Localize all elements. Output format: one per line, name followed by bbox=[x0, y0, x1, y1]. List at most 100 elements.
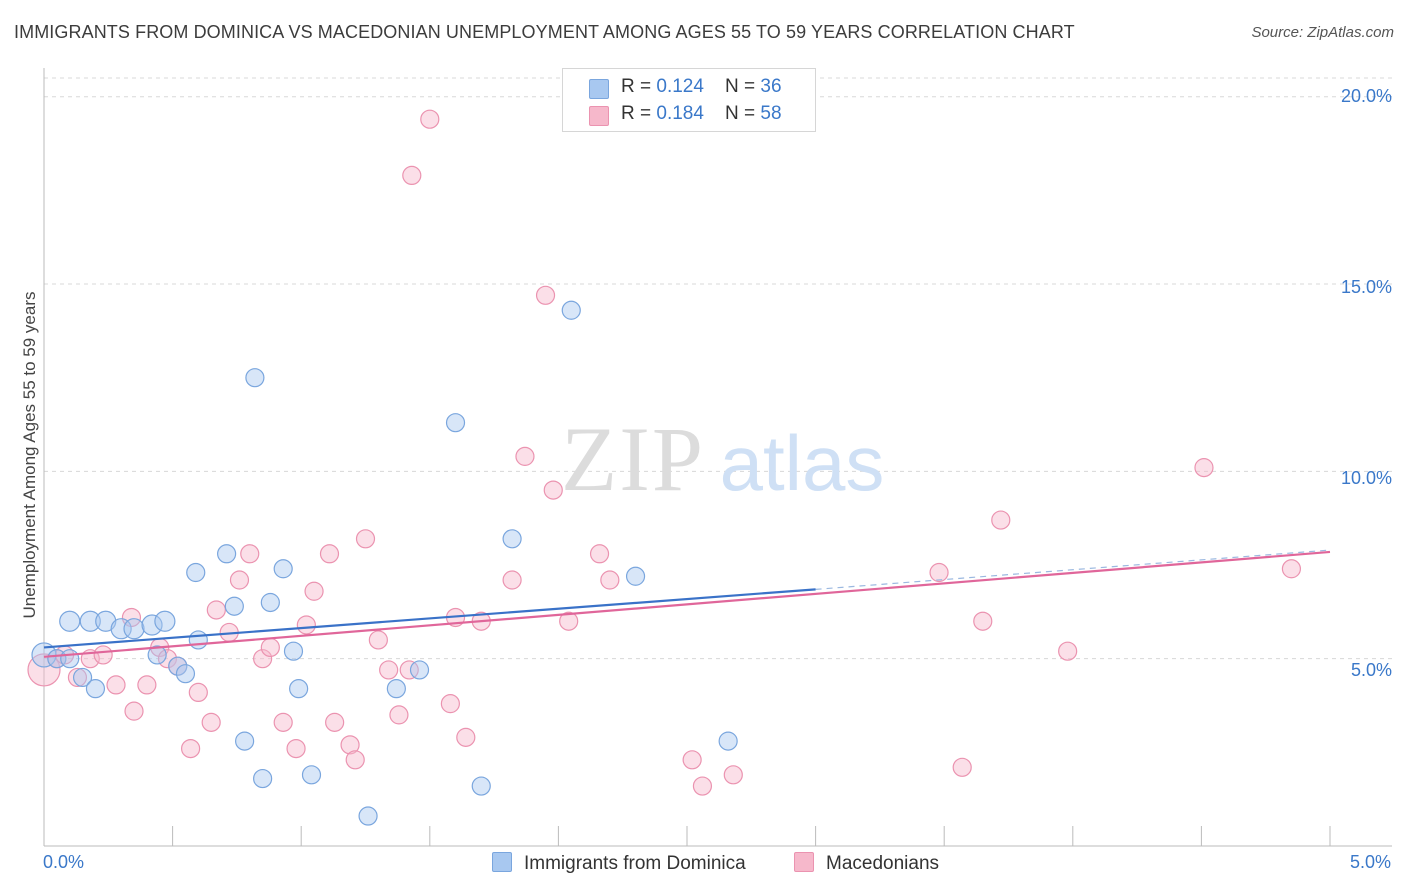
macedonians-point bbox=[93, 645, 113, 665]
dominica-point bbox=[561, 300, 581, 320]
macedonians-point bbox=[340, 735, 360, 755]
dominica-point bbox=[625, 566, 646, 586]
macedonians-point bbox=[304, 581, 324, 601]
dominica-point bbox=[95, 610, 117, 632]
macedonians-point bbox=[1058, 641, 1078, 661]
macedonians-point bbox=[296, 615, 316, 635]
chart-title: IMMIGRANTS FROM DOMINICA VS MACEDONIAN U… bbox=[14, 22, 1075, 42]
bottom-legend-swatch-pink bbox=[794, 852, 814, 872]
bottom-legend-dominica: Immigrants from Dominica bbox=[492, 852, 746, 875]
dominica-point bbox=[79, 610, 101, 632]
macedonians-trend-line bbox=[43, 550, 1331, 658]
axes bbox=[43, 68, 1392, 847]
bottom-legend-swatch-blue bbox=[492, 852, 512, 872]
dominica-points bbox=[31, 300, 738, 826]
macedonians-point bbox=[188, 682, 208, 703]
legend-r-label: R = bbox=[621, 76, 657, 97]
macedonians-point bbox=[723, 765, 743, 785]
macedonians-point bbox=[692, 776, 713, 796]
legend-r-label: R = bbox=[621, 103, 657, 124]
legend-swatch-blue bbox=[589, 79, 609, 99]
x-tick-label-max: 5.0% bbox=[1350, 852, 1392, 872]
dominica-point bbox=[85, 679, 106, 699]
macedonians-point bbox=[253, 649, 273, 669]
dominica-point bbox=[188, 630, 208, 650]
macedonians-point bbox=[157, 649, 178, 669]
legend-n-value: 36 bbox=[760, 76, 782, 97]
y-tick-label: 15.0% bbox=[1340, 277, 1392, 297]
macedonians-point bbox=[124, 701, 144, 721]
dominica-point bbox=[386, 679, 406, 699]
macedonians-point bbox=[502, 570, 522, 590]
legend-n-label: N = bbox=[725, 103, 761, 124]
dominica-point bbox=[175, 664, 196, 684]
dominica-point bbox=[110, 618, 132, 640]
dominica-point bbox=[147, 645, 167, 665]
dominica-point bbox=[301, 765, 322, 785]
macedonians-point bbox=[399, 660, 419, 680]
dominica-point bbox=[154, 610, 176, 632]
macedonians-point bbox=[240, 544, 260, 564]
bottom-legend-macedonians: Macedonians bbox=[794, 852, 939, 875]
macedonians-point bbox=[27, 653, 61, 687]
watermark-atlas: atlas bbox=[720, 419, 885, 507]
dominica-trend-line bbox=[43, 588, 816, 649]
macedonians-point bbox=[206, 600, 226, 620]
macedonians-point bbox=[456, 727, 476, 747]
y-tick-label: 20.0% bbox=[1340, 86, 1392, 106]
y-tick-label: 5.0% bbox=[1350, 660, 1392, 680]
bottom-legend-label: Macedonians bbox=[826, 853, 940, 874]
dominica-point bbox=[273, 559, 293, 579]
macedonians-point bbox=[286, 738, 306, 759]
dominica-point bbox=[718, 731, 738, 751]
macedonians-point bbox=[543, 480, 563, 500]
gridlines bbox=[44, 77, 1392, 660]
dominica-point bbox=[235, 731, 255, 751]
macedonians-point bbox=[260, 637, 280, 658]
dominica-point bbox=[245, 368, 265, 388]
macedonians-point bbox=[137, 675, 157, 695]
legend-n-label: N = bbox=[725, 76, 761, 97]
macedonians-point bbox=[559, 611, 579, 631]
y-axis-label: Unemployment Among Ages 55 to 59 years bbox=[20, 291, 39, 619]
dominica-point bbox=[141, 614, 163, 636]
legend-r-value: 0.184 bbox=[656, 103, 704, 124]
macedonians-point bbox=[515, 446, 535, 466]
dominica-point bbox=[289, 679, 309, 699]
macedonians-point bbox=[600, 570, 620, 590]
macedonians-point bbox=[355, 529, 376, 549]
macedonians-point bbox=[181, 738, 201, 759]
dominica-point bbox=[471, 776, 491, 796]
dominica-point bbox=[283, 641, 304, 661]
macedonians-point bbox=[535, 285, 556, 305]
source-label: Source: ZipAtlas.com bbox=[1251, 24, 1394, 41]
dominica-point bbox=[409, 660, 430, 680]
dominica-point bbox=[260, 592, 280, 613]
y-tick-label: 10.0% bbox=[1340, 468, 1392, 488]
dominica-point bbox=[445, 413, 466, 433]
macedonians-point bbox=[1281, 559, 1302, 579]
macedonians-point bbox=[273, 712, 293, 732]
macedonians-point bbox=[682, 750, 702, 770]
macedonians-point bbox=[952, 757, 972, 777]
macedonians-point bbox=[440, 694, 460, 714]
macedonians-point bbox=[991, 510, 1011, 530]
macedonians-point bbox=[67, 667, 88, 688]
dominica-point bbox=[217, 544, 237, 564]
macedonians-point bbox=[368, 630, 388, 650]
macedonians-point bbox=[929, 562, 949, 583]
macedonians-point bbox=[379, 660, 399, 680]
macedonians-point bbox=[229, 570, 250, 590]
x-tick-label-min: 0.0% bbox=[43, 852, 85, 872]
bottom-legend-label: Immigrants from Dominica bbox=[524, 853, 746, 874]
dominica-point bbox=[123, 618, 145, 640]
macedonians-point bbox=[325, 712, 345, 732]
correlation-legend: R = 0.124 N = 36 R = 0.184 N = 58 bbox=[562, 68, 816, 132]
watermark-zip: ZIP bbox=[561, 408, 705, 510]
dominica-point bbox=[59, 610, 81, 632]
macedonians-point bbox=[973, 611, 993, 631]
dominica-point bbox=[186, 562, 206, 583]
legend-n-value: 58 bbox=[760, 103, 782, 124]
macedonians-point bbox=[106, 675, 126, 695]
